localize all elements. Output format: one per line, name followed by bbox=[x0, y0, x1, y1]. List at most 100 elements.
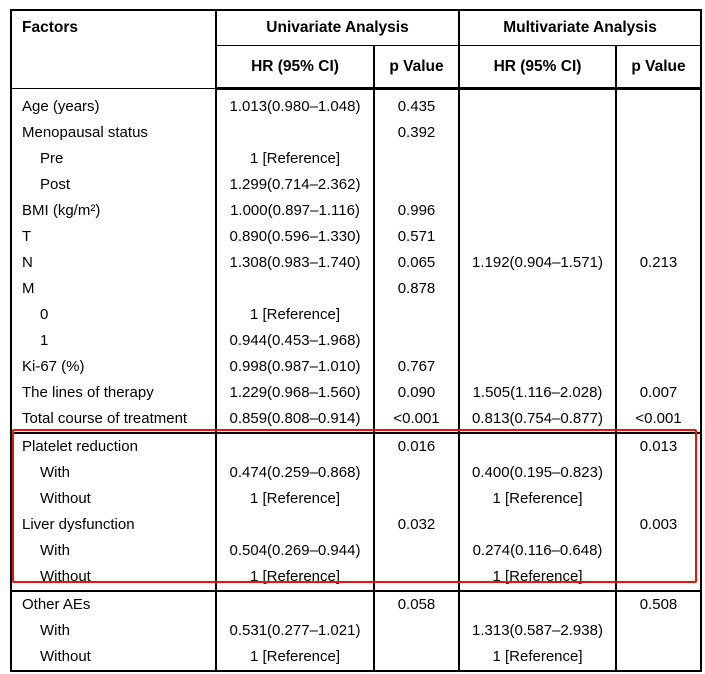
header-multi-p: p Value bbox=[615, 45, 702, 90]
univariate-p-cell: 0.435 bbox=[373, 88, 460, 120]
univariate-hr-cell: 1 [Reference] bbox=[215, 146, 375, 172]
univariate-hr-cell: 1 [Reference] bbox=[215, 486, 375, 512]
univariate-p-cell bbox=[373, 644, 460, 672]
multivariate-hr-cell: 1 [Reference] bbox=[458, 486, 617, 512]
header-factors: Factors bbox=[10, 9, 217, 89]
univariate-p-cell bbox=[373, 618, 460, 644]
factor-cell: Menopausal status bbox=[10, 120, 217, 146]
factor-cell: Without bbox=[10, 564, 217, 592]
table-row: Total course of treatment 0.859(0.808–0.9… bbox=[10, 406, 702, 434]
factor-cell: 0 bbox=[10, 302, 217, 328]
table-row: Pre 1 [Reference] bbox=[10, 146, 702, 172]
univariate-p-cell: 0.571 bbox=[373, 224, 460, 250]
multivariate-hr-cell bbox=[458, 88, 617, 120]
table-row: Age (years) 1.013(0.980–1.048) 0.435 bbox=[10, 88, 702, 120]
multivariate-p-cell bbox=[615, 486, 702, 512]
factor-cell: With bbox=[10, 618, 217, 644]
univariate-hr-cell: 1 [Reference] bbox=[215, 302, 375, 328]
multivariate-p-cell bbox=[615, 328, 702, 354]
univariate-hr-cell bbox=[215, 512, 375, 538]
multivariate-hr-cell bbox=[458, 328, 617, 354]
univariate-p-cell: 0.996 bbox=[373, 198, 460, 224]
univariate-hr-cell: 1.299(0.714–2.362) bbox=[215, 172, 375, 198]
univariate-p-cell: 0.878 bbox=[373, 276, 460, 302]
multivariate-hr-cell bbox=[458, 224, 617, 250]
header-uni-p: p Value bbox=[373, 45, 460, 90]
multivariate-p-cell: 0.007 bbox=[615, 380, 702, 406]
factor-cell: 1 bbox=[10, 328, 217, 354]
table-row: Platelet reduction 0.016 0.013 bbox=[10, 433, 702, 460]
factor-cell: Pre bbox=[10, 146, 217, 172]
table-row: Without 1 [Reference] 1 [Reference] bbox=[10, 486, 702, 512]
factor-cell: With bbox=[10, 538, 217, 564]
header-multi-hr: HR (95% CI) bbox=[458, 45, 617, 90]
multivariate-p-cell: 0.508 bbox=[615, 591, 702, 618]
multivariate-hr-cell bbox=[458, 172, 617, 198]
univariate-p-cell bbox=[373, 146, 460, 172]
table-row: Menopausal status 0.392 bbox=[10, 120, 702, 146]
multivariate-hr-cell bbox=[458, 591, 617, 618]
univariate-hr-cell: 0.474(0.259–0.868) bbox=[215, 460, 375, 486]
factor-cell: Without bbox=[10, 486, 217, 512]
factor-cell: Platelet reduction bbox=[10, 433, 217, 460]
multivariate-hr-cell bbox=[458, 302, 617, 328]
multivariate-p-cell bbox=[615, 146, 702, 172]
univariate-p-cell: 0.090 bbox=[373, 380, 460, 406]
multivariate-p-cell: 0.003 bbox=[615, 512, 702, 538]
univariate-p-cell: 0.058 bbox=[373, 591, 460, 618]
univariate-p-cell: <0.001 bbox=[373, 406, 460, 434]
table-row: Ki-67 (%) 0.998(0.987–1.010) 0.767 bbox=[10, 354, 702, 380]
univariate-p-cell bbox=[373, 328, 460, 354]
univariate-p-cell bbox=[373, 302, 460, 328]
multivariate-hr-cell: 1 [Reference] bbox=[458, 564, 617, 592]
table-row: N 1.308(0.983–1.740) 0.065 1.192(0.904–1.57… bbox=[10, 250, 702, 276]
factor-cell: Post bbox=[10, 172, 217, 198]
multivariate-hr-cell bbox=[458, 512, 617, 538]
factor-cell: T bbox=[10, 224, 217, 250]
multivariate-hr-cell bbox=[458, 198, 617, 224]
table-row: With 0.531(0.277–1.021) 1.313(0.587–2.938) bbox=[10, 618, 702, 644]
factor-cell: Total course of treatment bbox=[10, 406, 217, 434]
multivariate-p-cell bbox=[615, 88, 702, 120]
univariate-p-cell: 0.065 bbox=[373, 250, 460, 276]
table-row: With 0.474(0.259–0.868) 0.400(0.195–0.823) bbox=[10, 460, 702, 486]
multivariate-hr-cell: 1.313(0.587–2.938) bbox=[458, 618, 617, 644]
table-body-general: Age (years) 1.013(0.980–1.048) 0.435 Menopa… bbox=[10, 88, 702, 434]
multivariate-p-cell bbox=[615, 302, 702, 328]
table-row: M 0.878 bbox=[10, 276, 702, 302]
header-univariate: Univariate Analysis bbox=[215, 9, 460, 46]
univariate-hr-cell bbox=[215, 120, 375, 146]
multivariate-hr-cell: 1.192(0.904–1.571) bbox=[458, 250, 617, 276]
univariate-hr-cell bbox=[215, 276, 375, 302]
multivariate-hr-cell bbox=[458, 433, 617, 460]
multivariate-p-cell: 0.213 bbox=[615, 250, 702, 276]
table-row: T 0.890(0.596–1.330) 0.571 bbox=[10, 224, 702, 250]
univariate-hr-cell: 0.890(0.596–1.330) bbox=[215, 224, 375, 250]
table-row: Post 1.299(0.714–2.362) bbox=[10, 172, 702, 198]
multivariate-p-cell bbox=[615, 120, 702, 146]
header-uni-hr: HR (95% CI) bbox=[215, 45, 375, 90]
univariate-p-cell bbox=[373, 538, 460, 564]
multivariate-p-cell bbox=[615, 354, 702, 380]
header-multivariate: Multivariate Analysis bbox=[458, 9, 702, 46]
table-row: Without 1 [Reference] 1 [Reference] bbox=[10, 564, 702, 592]
table-row: Without 1 [Reference] 1 [Reference] bbox=[10, 644, 702, 672]
table-row: BMI (kg/m²) 1.000(0.897–1.116) 0.996 bbox=[10, 198, 702, 224]
multivariate-p-cell bbox=[615, 198, 702, 224]
factor-cell: M bbox=[10, 276, 217, 302]
univariate-p-cell bbox=[373, 486, 460, 512]
univariate-hr-cell: 0.531(0.277–1.021) bbox=[215, 618, 375, 644]
factor-cell: Liver dysfunction bbox=[10, 512, 217, 538]
univariate-p-cell bbox=[373, 172, 460, 198]
multivariate-hr-cell bbox=[458, 120, 617, 146]
multivariate-p-cell bbox=[615, 644, 702, 672]
factor-cell: With bbox=[10, 460, 217, 486]
univariate-hr-cell: 0.859(0.808–0.914) bbox=[215, 406, 375, 434]
factor-cell: Other AEs bbox=[10, 591, 217, 618]
table-body-other: Other AEs 0.058 0.508 With 0.531(0.277–1.021… bbox=[10, 591, 702, 672]
multivariate-hr-cell bbox=[458, 146, 617, 172]
table-row: With 0.504(0.269–0.944) 0.274(0.116–0.648) bbox=[10, 538, 702, 564]
factor-cell: Ki-67 (%) bbox=[10, 354, 217, 380]
factor-cell: N bbox=[10, 250, 217, 276]
